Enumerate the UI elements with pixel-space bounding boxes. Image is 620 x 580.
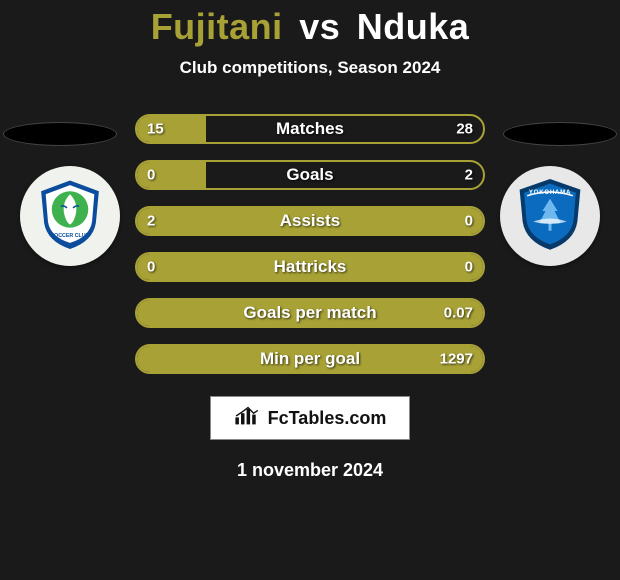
stats-arena: SOCCER CLUB YOKOHAMA Matches1528Goals02A… [0,114,620,374]
stat-value-right: 2 [465,167,473,184]
stat-bar: Goals per match0.07 [135,298,485,328]
stat-bar: Min per goal1297 [135,344,485,374]
stat-bars: Matches1528Goals02Assists20Hattricks00Go… [135,114,485,374]
vs-text: vs [299,6,340,47]
player2-shadow [503,122,617,146]
player1-shadow [3,122,117,146]
comparison-card: Fujitani vs Nduka Club competitions, Sea… [0,0,620,481]
svg-text:YOKOHAMA: YOKOHAMA [529,189,571,196]
stat-value-left: 0 [147,259,155,276]
page-title: Fujitani vs Nduka [0,6,620,48]
stat-bar: Hattricks00 [135,252,485,282]
bar-chart-icon [234,406,262,431]
tochigi-crest-icon: SOCCER CLUB [32,176,108,257]
stat-value-right: 1297 [440,351,473,368]
svg-text:SOCCER CLUB: SOCCER CLUB [51,232,90,238]
stat-bar: Goals02 [135,160,485,190]
subtitle: Club competitions, Season 2024 [0,58,620,78]
stat-bar: Matches1528 [135,114,485,144]
player1-name: Fujitani [151,6,283,47]
stat-bar-fill [137,254,483,280]
stat-value-right: 0 [465,213,473,230]
stat-value-right: 28 [456,121,473,138]
player2-name: Nduka [357,6,470,47]
stat-bar-fill [137,346,483,372]
stat-value-right: 0.07 [444,305,473,322]
stat-value-left: 0 [147,167,155,184]
player2-crest: YOKOHAMA [500,166,600,266]
brand-text: FcTables.com [268,408,387,429]
stat-value-right: 0 [465,259,473,276]
stat-bar: Assists20 [135,206,485,236]
brand-badge[interactable]: FcTables.com [210,396,410,440]
stat-value-left: 15 [147,121,164,138]
date-text: 1 november 2024 [0,460,620,481]
yokohama-crest-icon: YOKOHAMA [512,176,588,257]
stat-bar-fill [137,208,483,234]
player1-crest: SOCCER CLUB [20,166,120,266]
stat-value-left: 2 [147,213,155,230]
stat-bar-fill [137,300,483,326]
